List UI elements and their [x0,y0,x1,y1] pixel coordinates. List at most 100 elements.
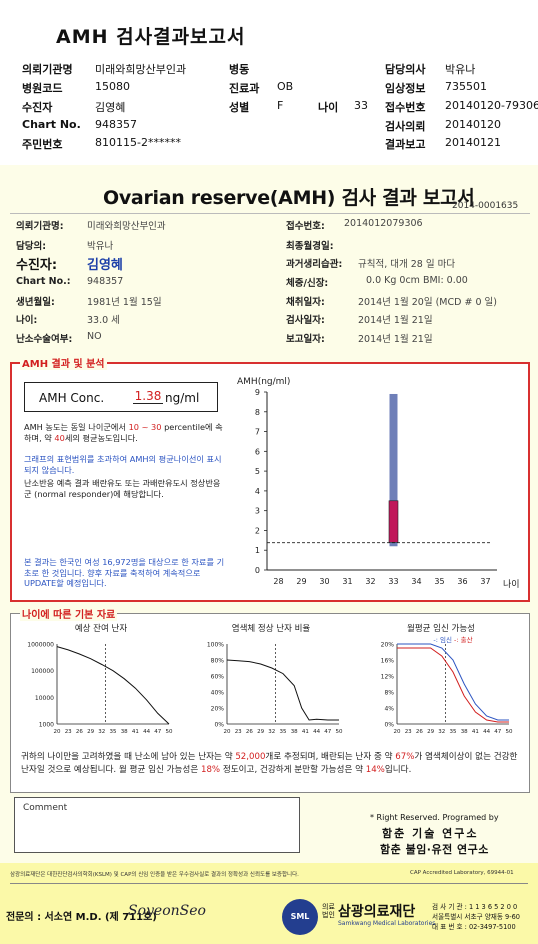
mini-x-tick-label: 50 [166,729,173,735]
mini-x-tick-label: 38 [121,729,128,735]
info-last-period: 최종월경일: [286,241,334,252]
sml-logo-icon: SML [282,899,318,935]
mini-x-tick-label: 20 [54,729,61,735]
amh-range-bar [389,393,398,547]
amh-chart-xlabel: 나이 [503,579,520,590]
amh-x-tick-label: 31 [342,577,352,586]
mini-y-tick-label: 1000 [39,722,54,729]
lab-name-2: 함춘 불임·유전 연구소 [380,843,489,856]
info-patient: 수진자: 김영혜 [16,258,123,273]
header-row-sex: 성별 F [229,99,284,114]
mini-y-tick-label: 16% [381,658,395,665]
mini-x-tick-label: 47 [494,729,501,735]
mini-x-tick-label: 44 [143,729,150,735]
amh-y-tick-label: 1 [255,546,260,555]
info-report-date: 보고일자: 2014년 1월 21일 [286,334,433,345]
mini-chart-3-title: 월평균 임신 가능성 [407,624,475,634]
amh-y-tick-label: 7 [255,428,260,437]
mini-x-tick-label: 20 [224,729,231,735]
header-row-chart-no: Chart No. 948357 [22,118,137,131]
amh-y-tick-label: 3 [255,507,260,516]
amh-chart-y-ticks: 0 1 2 3 4 5 6 7 8 9 [255,388,267,575]
mini-series-line [226,659,339,721]
rights-notice: * Right Reserved. Programed by [370,813,499,822]
info-institution: 의뢰기관명: 미래와희망산부인과 [16,221,166,232]
accreditation-note: 삼광의료재단은 대한진단검사의학회(KSLM) 및 CAP의 신임 인증을 받은… [10,872,299,878]
comment-label: Comment [23,803,68,813]
mini-x-tick-label: 47 [154,729,161,735]
amh-x-tick-label: 29 [296,577,306,586]
info-menstrual-history: 과거생리습관: 규칙적, 대개 28 일 마다 [286,259,456,270]
mini-x-tick-label: 32 [98,729,105,735]
amh-iqr-box [388,500,399,543]
info-physician: 담당의: 박유나 [16,241,114,252]
info-age: 나이: 33.0 세 [16,315,120,326]
amh-x-tick-label: 35 [434,577,444,586]
comment-box[interactable]: Comment [14,797,300,853]
info-birthdate: 생년월일: 1981년 1월 15일 [16,297,162,308]
header-row-hospital-code: 병원코드 15080 [22,80,130,95]
mini-y-tick-label: 100% [207,642,224,649]
report-sheet: Ovarian reserve(AMH) 검사 결과 보고서 2014-0001… [0,165,538,944]
mini-y-tick-label: 60% [211,674,225,681]
mini-y-tick-label: 8% [384,690,394,697]
amh-y-tick-label: 0 [255,566,260,575]
header-row-institution: 의뢰기관명 미래와희망산부인과 [22,63,187,76]
header-row-age: 나이 33 [318,99,368,114]
mini-x-tick-label: 23 [235,729,242,735]
document-number: 2014-0001635 [452,201,519,211]
header-row-department: 진료과 OB [229,80,294,95]
report-footer: 삼광의료재단은 대한진단검사의학회(KSLM) 및 CAP의 신임 인증을 받은… [0,863,538,944]
mini-y-tick-label: 0% [384,722,394,729]
header-row-patient: 수진자 김영혜 [22,101,126,114]
report-title: Ovarian reserve(AMH) 검사 결과 보고서 [103,187,475,209]
amh-chart-x-ticks: 28 29 30 31 32 33 34 35 36 37 [273,577,490,586]
mini-x-tick-label: 26 [76,729,83,735]
info-chart-no: Chart No.: 948357 [16,276,124,287]
age-data-panel: 예상 잔여 난자 염색체 정상 난자 비율 월평균 임신 가능성 1000000… [10,613,530,793]
info-test-date: 검사일자: 2014년 1월 21일 [286,315,433,326]
mini-y-tick-label: 0% [214,722,224,729]
mini-y-tick-label: 20% [381,642,395,649]
amh-graph-note: 그래프의 표현범위를 초과하여 AMH의 평균나이선이 표시되지 않습니다. [24,454,222,475]
mini-series-line [397,643,509,721]
amh-concentration-box: AMH Conc. 1.38 ng/ml [24,382,218,412]
amh-y-tick-label: 9 [255,388,260,397]
mini-x-tick-label: 26 [246,729,253,735]
info-ovarian-surgery: 난소수술여부: NO [16,331,102,345]
amh-y-tick-label: 2 [255,526,260,535]
mini-y-tick-label: 10000 [35,695,54,702]
title-divider [10,213,530,214]
normal-chromosome-chart: 100% 80% 60% 40% 20% 0%20 23 26 29 32 35 38 41 44 47 50 [207,642,343,736]
mini-x-tick-label: 23 [65,729,72,735]
mini-legend: -: 임신 -: 출산 [433,636,472,644]
mini-x-tick-label: 38 [461,729,468,735]
amh-y-tick-label: 5 [255,467,260,476]
header-row-request-date: 검사의뢰 20140120 [385,118,501,133]
amh-response-prediction: 난소반응 예측 결과 배란유도 또는 과배란유도시 정상반응군 (normal … [24,478,221,499]
mini-x-tick-label: 44 [483,729,490,735]
specialist-name: 전문의 : 서소연 M.D. (제 711호) [6,912,157,923]
mini-y-tick-label: 1000000 [27,642,54,649]
amh-data-source-note: 본 결과는 한국인 여성 16,972명을 대상으로 한 자료를 기초로 한 것… [24,557,225,588]
org-name-en: Samkwang Medical Laboratories [338,920,436,927]
mini-chart-1-title: 예상 잔여 난자 [74,624,128,634]
signature: SoyeonSeo [128,903,206,919]
header-row-receipt-no: 접수번호 20140120-79306 [385,99,538,113]
cap-accreditation: CAP Accredited Laboratory, 69944-01 [410,870,514,876]
amh-section-title: AMH 결과 및 분석 [20,355,107,370]
header-row-clinical-info: 임상정보 735501 [385,80,487,95]
mini-y-tick-label: 40% [211,690,225,697]
amh-y-tick-label: 8 [255,408,260,417]
mini-y-tick-label: 100000 [31,668,54,675]
header-title: AMH 검사결과보고서 [56,26,246,48]
amh-x-tick-label: 28 [273,577,283,586]
contact-info: 검 사 기 관 : 1 1 3 6 5 2 0 0 서울특별시 서초구 양재동 … [432,903,520,931]
amh-conc-label: AMH Conc. [39,391,105,405]
header-row-resident-no: 주민번호 810115-2****** [22,136,181,151]
amh-x-tick-label: 36 [457,577,467,586]
footer-divider [10,883,528,884]
amh-x-tick-label: 34 [411,577,421,586]
mini-x-tick-label: 41 [302,729,309,735]
